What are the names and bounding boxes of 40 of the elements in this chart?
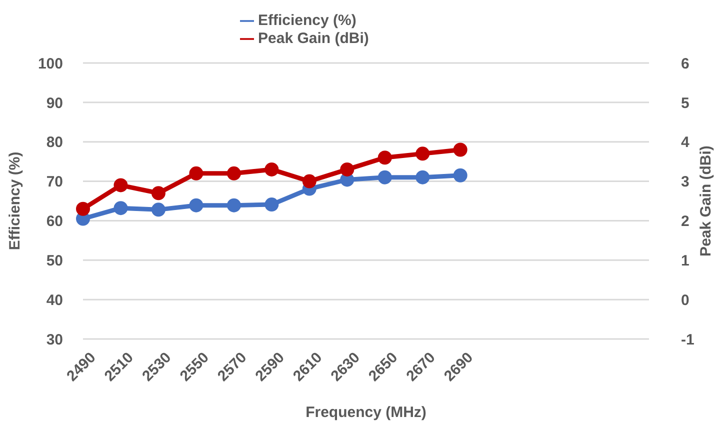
y2-tick-label: 3 bbox=[681, 174, 690, 191]
y-tick-label: 100 bbox=[38, 55, 63, 72]
point bbox=[226, 166, 241, 180]
point bbox=[151, 202, 166, 217]
point bbox=[264, 162, 279, 176]
y2-tick-label: 1 bbox=[681, 252, 690, 270]
point bbox=[189, 198, 204, 212]
point bbox=[189, 166, 204, 180]
point bbox=[378, 170, 392, 184]
point bbox=[378, 150, 392, 165]
point bbox=[453, 142, 468, 157]
y2-tick-label: 0 bbox=[681, 292, 690, 309]
y-tick-label: 90 bbox=[46, 94, 63, 112]
legend-label: Efficiency (%) bbox=[258, 12, 356, 29]
point bbox=[226, 198, 241, 212]
legend-label: Peak Gain (dBi) bbox=[258, 30, 369, 47]
point bbox=[453, 168, 468, 182]
x-axis-title: Frequency (MHz) bbox=[306, 404, 426, 421]
y-tick-label: 40 bbox=[46, 292, 63, 309]
y-tick-label: 60 bbox=[46, 213, 63, 230]
y-tick-label: 30 bbox=[46, 331, 63, 348]
y2-tick-label: 4 bbox=[681, 134, 690, 152]
y-axis-title: Efficiency (%) bbox=[6, 152, 24, 250]
point bbox=[302, 174, 316, 188]
y2-tick-label: 2 bbox=[681, 213, 690, 230]
y-tick-label: 70 bbox=[46, 174, 63, 191]
y-tick-label: 50 bbox=[46, 252, 63, 270]
y2-axis-title: Peak Gain (dBi) bbox=[697, 146, 714, 256]
y2-tick-label: -1 bbox=[681, 331, 694, 348]
point bbox=[416, 146, 430, 161]
point bbox=[416, 170, 430, 184]
point bbox=[114, 178, 128, 192]
point bbox=[114, 201, 128, 216]
y2-tick-label: 6 bbox=[681, 55, 690, 72]
y2-tick-label: 5 bbox=[681, 94, 690, 112]
point bbox=[151, 186, 166, 200]
y-tick-label: 80 bbox=[46, 134, 63, 152]
point bbox=[340, 162, 354, 176]
point bbox=[264, 198, 279, 212]
point bbox=[76, 202, 90, 216]
